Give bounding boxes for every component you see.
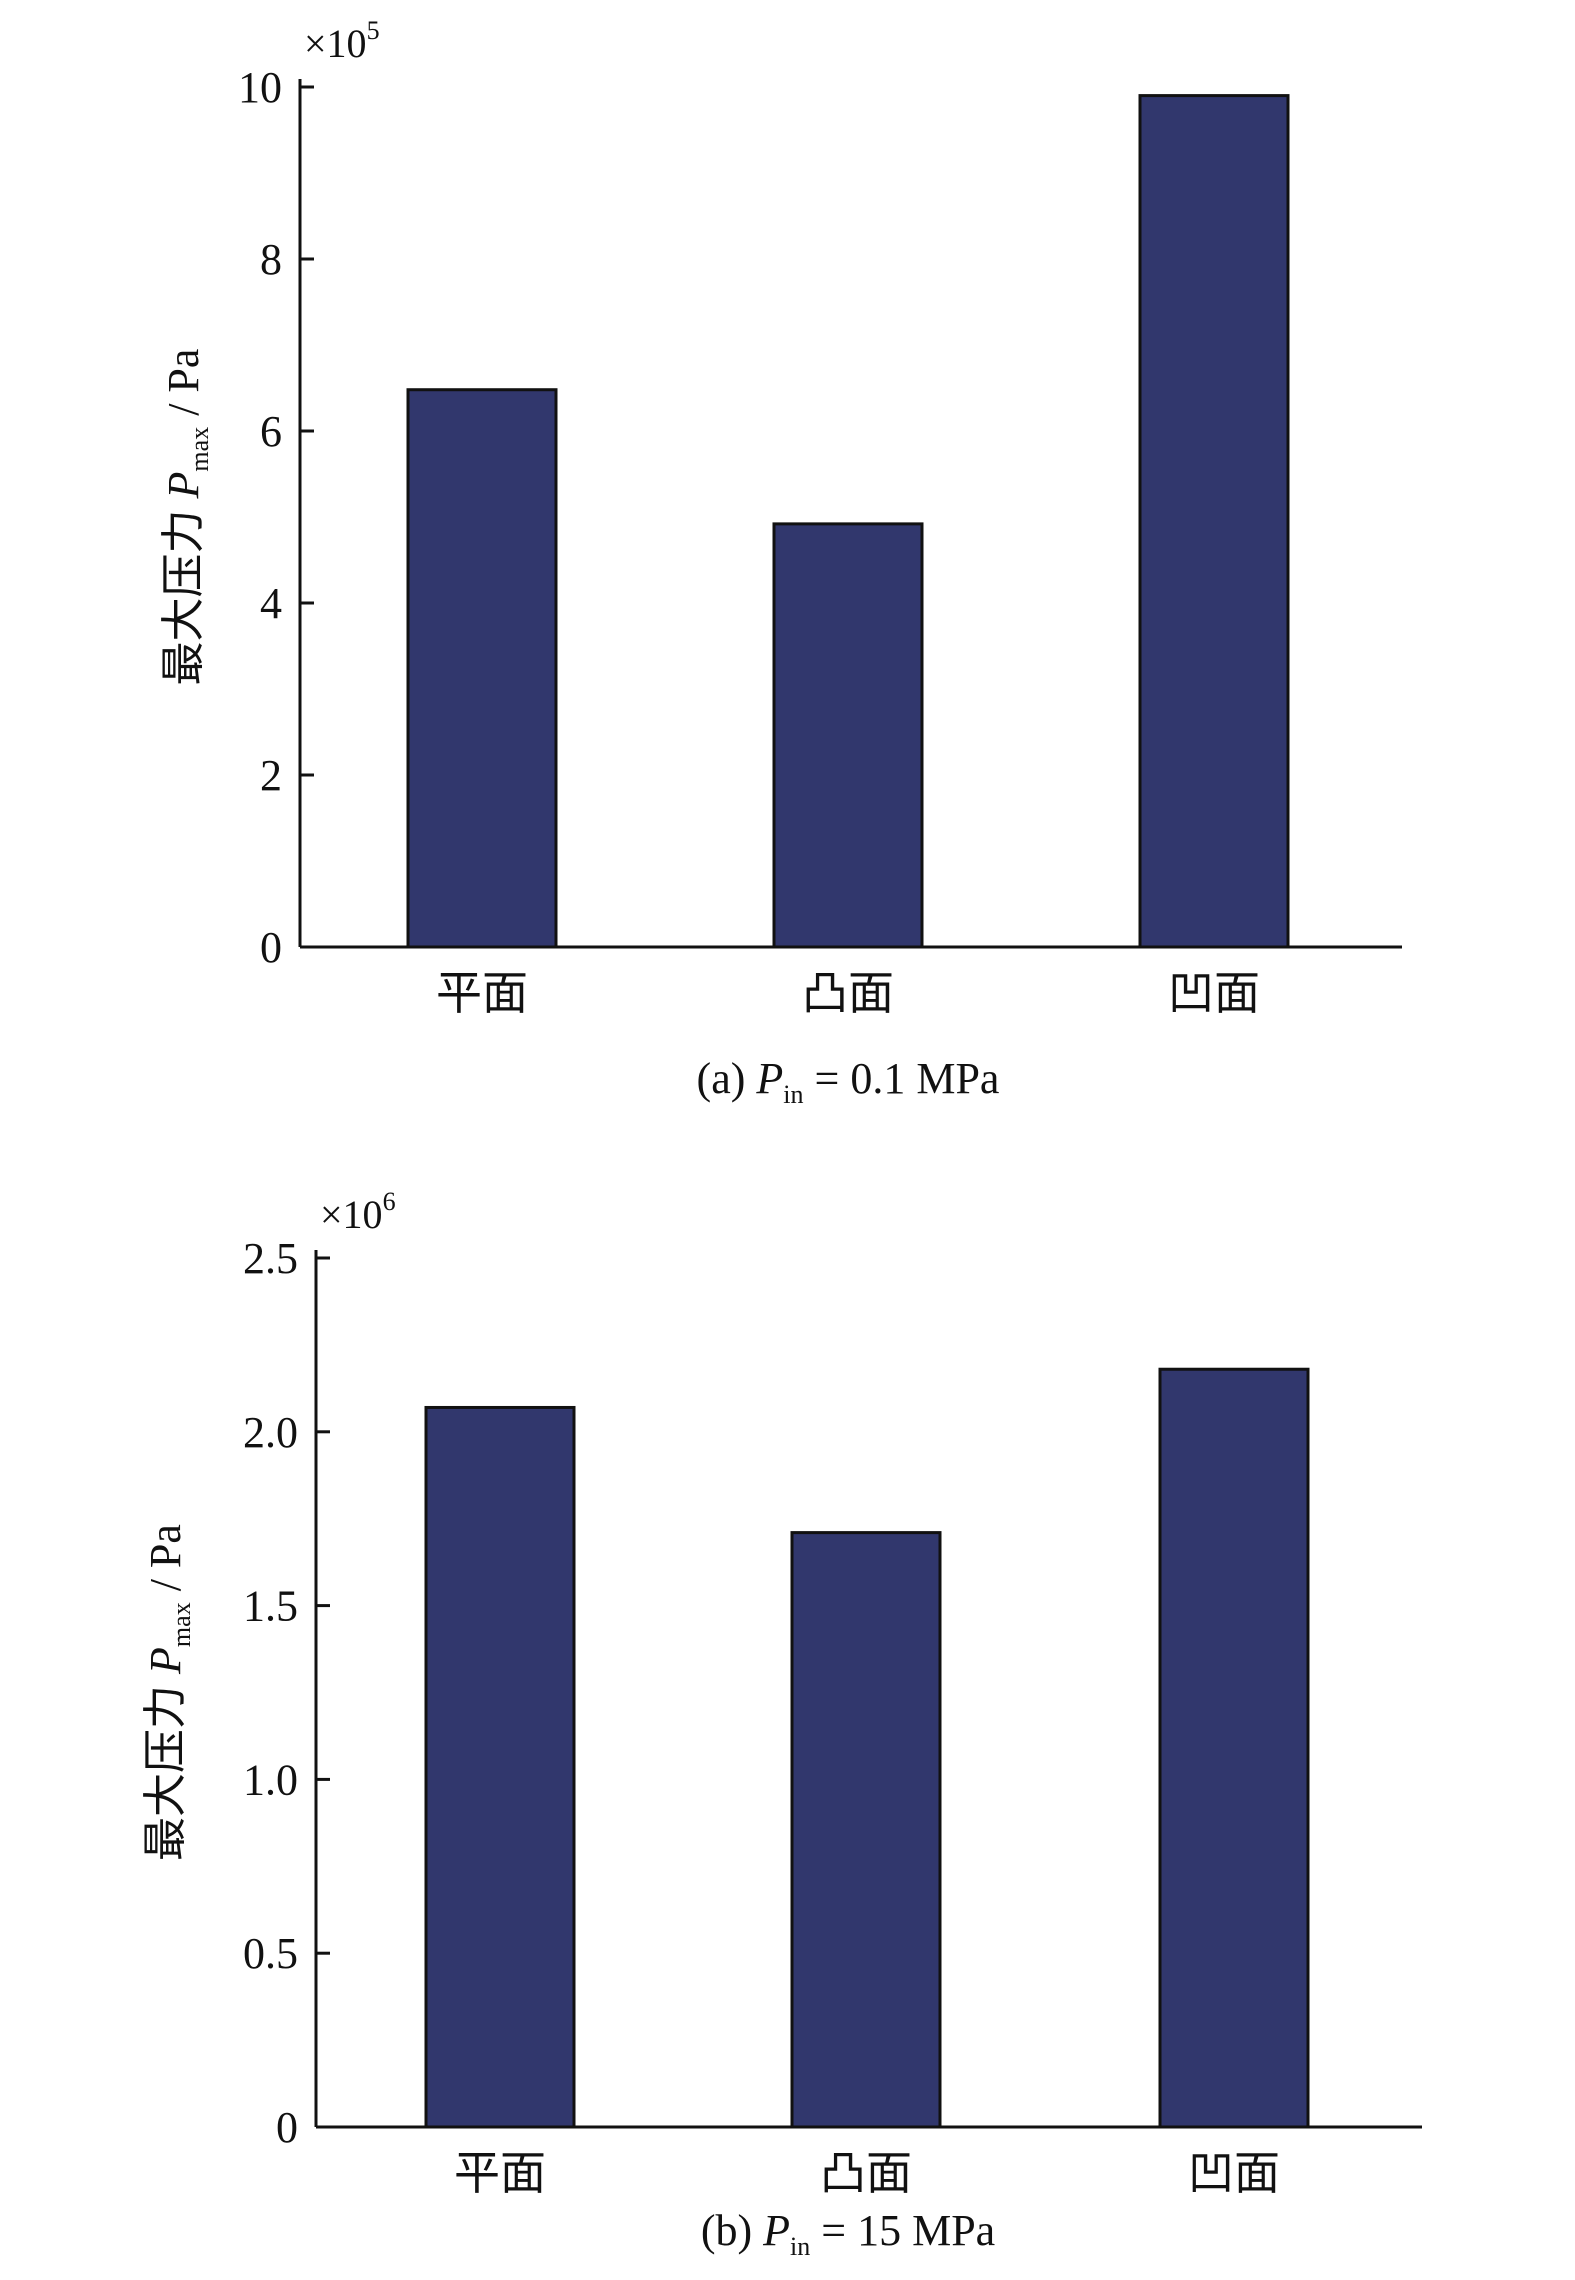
category-label: 凹面 xyxy=(1168,968,1260,1019)
bar-1 xyxy=(406,388,558,949)
y-tick-label: 8 xyxy=(260,235,282,284)
y-tick-label: 4 xyxy=(260,579,282,628)
bar-3 xyxy=(1158,1367,1310,2129)
y-axis-label: 最大压力 Pmax / Pa xyxy=(159,349,214,686)
y-tick-label: 6 xyxy=(260,407,282,456)
chart-panel-b: 0 0.5 1.0 1.5 2.0 2.5 平面 凸面 凹面 ×106 最大压力 Pmax /… xyxy=(141,1187,1422,2261)
category-label-group: 平面 凸面 凹面 xyxy=(454,2148,1280,2199)
chart-panel-a: 0 2 4 6 8 10 平面 凸面 凹面 ×105 最大压力 Pmax / Pa (a) P… xyxy=(159,16,1402,1109)
y-tick-label: 2.5 xyxy=(243,1234,298,1283)
category-label-group: 平面 凸面 凹面 xyxy=(436,968,1260,1019)
y-tick-label: 2.0 xyxy=(243,1408,298,1457)
y-tick-label: 1.0 xyxy=(243,1755,298,1804)
y-tick-label: 2 xyxy=(260,751,282,800)
y-tick-label: 1.5 xyxy=(243,1582,298,1631)
category-label: 凸面 xyxy=(820,2148,912,2199)
panel-caption: (a) Pin = 0.1 MPa xyxy=(697,1054,1000,1109)
y-tick-group: 0 2 4 6 8 10 xyxy=(238,63,314,972)
y-multiplier: ×106 xyxy=(320,1187,396,1237)
bar-group xyxy=(406,94,1290,949)
y-tick-label: 10 xyxy=(238,63,282,112)
category-label: 平面 xyxy=(436,968,528,1019)
y-tick-label: 0 xyxy=(276,2103,298,2152)
y-multiplier: ×105 xyxy=(304,16,380,66)
bar-3 xyxy=(1138,94,1290,949)
panel-caption: (b) Pin = 15 MPa xyxy=(701,2206,995,2261)
y-tick-group: 0 0.5 1.0 1.5 2.0 2.5 xyxy=(243,1234,330,2152)
y-axis-label: 最大压力 Pmax / Pa xyxy=(141,1524,196,1861)
category-label: 平面 xyxy=(454,2148,546,2199)
bar-1 xyxy=(424,1405,576,2129)
category-label: 凹面 xyxy=(1188,2148,1280,2199)
y-tick-label: 0 xyxy=(260,923,282,972)
bar-2 xyxy=(772,522,924,949)
bar-group xyxy=(424,1367,1310,2129)
bar-2 xyxy=(790,1531,942,2129)
category-label: 凸面 xyxy=(802,968,894,1019)
y-tick-label: 0.5 xyxy=(243,1929,298,1978)
